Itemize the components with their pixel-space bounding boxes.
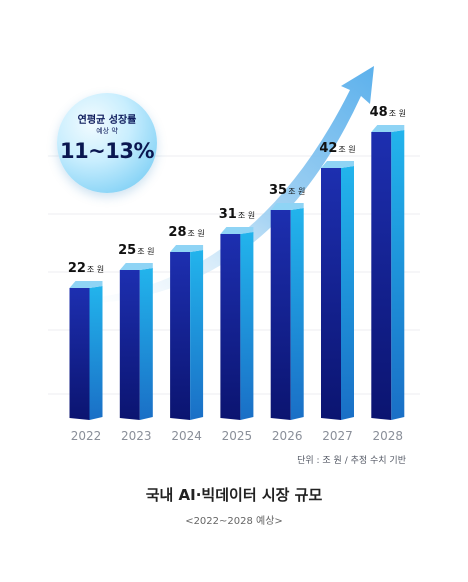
bar-top-face <box>270 203 304 210</box>
bar-side-face <box>240 232 254 420</box>
data-label-2023: 25조 원 <box>118 243 154 258</box>
data-label-2022: 22조 원 <box>68 261 104 276</box>
bar-2025: 31조 원 <box>219 207 255 420</box>
bar-top-face <box>220 227 254 234</box>
bar-2022: 22조 원 <box>68 261 104 420</box>
chart-title: 국내 AI·빅데이터 시장 규모 <box>145 486 323 504</box>
badge-value: 11~13% <box>59 139 155 163</box>
x-tick-2025: 2025 <box>222 429 253 443</box>
bar-front-face <box>170 252 191 420</box>
bar-side-face <box>341 166 354 420</box>
bar-side-face <box>89 286 103 420</box>
bar-front-face <box>119 270 140 420</box>
bar-top-face <box>321 161 354 168</box>
data-label-2027: 42조 원 <box>319 141 355 156</box>
bar-top-face <box>170 245 204 252</box>
x-tick-2022: 2022 <box>71 429 102 443</box>
bar-2023: 25조 원 <box>118 243 154 420</box>
bar-top-face <box>371 125 405 132</box>
data-label-2028: 48조 원 <box>370 105 406 120</box>
bar-2024: 28조 원 <box>168 225 205 420</box>
x-axis-tick-labels: 2022 2023 2024 2025 2026 2027 2028 <box>71 429 403 443</box>
unit-note: 단위 : 조 원 / 추정 수치 기반 <box>297 456 406 466</box>
growth-rate-badge: 연평균 성장률 예상 약 11~13% <box>57 93 157 193</box>
bar-side-face <box>139 268 153 420</box>
bar-front-face <box>69 288 90 420</box>
x-tick-2026: 2026 <box>272 429 303 443</box>
bar-series: 22조 원 25조 원 28조 원 31조 원 35조 원 42조 원 48조 원 <box>68 105 406 420</box>
bar-2028: 48조 원 <box>370 105 406 420</box>
data-label-2024: 28조 원 <box>168 225 204 240</box>
x-tick-2028: 2028 <box>373 429 404 443</box>
bar-front-face <box>270 210 291 420</box>
badge-title: 연평균 성장률 <box>77 115 137 126</box>
x-tick-2027: 2027 <box>322 429 353 443</box>
bar-front-face <box>371 132 392 420</box>
data-label-2025: 31조 원 <box>219 207 255 222</box>
chart-subtitle: <2022~2028 예상> <box>185 516 283 527</box>
bar-top-face <box>119 263 153 270</box>
bar-2027: 42조 원 <box>319 141 356 420</box>
bar-2026: 35조 원 <box>269 183 305 420</box>
bar-side-face <box>391 130 405 420</box>
bar-side-face <box>190 250 204 420</box>
data-label-2026: 35조 원 <box>269 183 305 198</box>
badge-subtitle: 예상 약 <box>96 127 118 135</box>
bar-top-face <box>69 281 103 288</box>
x-tick-2024: 2024 <box>171 429 202 443</box>
bar-front-face <box>321 168 341 420</box>
bar-front-face <box>220 234 241 420</box>
bar-side-face <box>290 208 304 420</box>
x-tick-2023: 2023 <box>121 429 152 443</box>
